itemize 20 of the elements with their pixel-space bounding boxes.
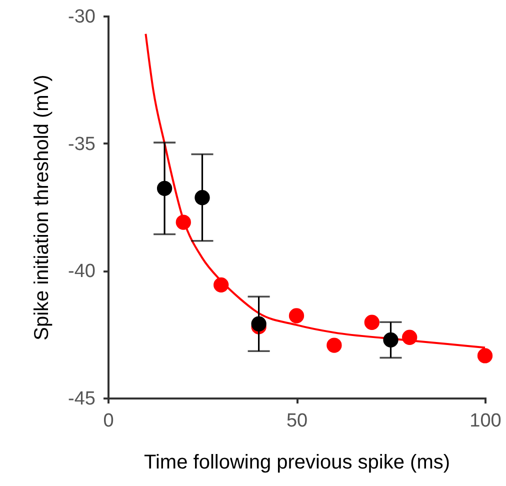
x-tick-label: 100 <box>470 410 502 432</box>
y-axis-title: Spike initiation threshold (mV) <box>31 74 54 340</box>
point <box>402 330 418 345</box>
point <box>156 180 172 196</box>
point <box>194 190 210 206</box>
point <box>364 314 380 330</box>
point <box>176 214 191 230</box>
y-tick-label: -40 <box>68 261 96 282</box>
point <box>251 316 266 332</box>
x-axis-title: Time following previous spike (ms) <box>144 452 450 474</box>
point <box>214 277 229 292</box>
point <box>383 332 398 348</box>
y-tick-label: -35 <box>68 134 96 155</box>
point <box>477 348 493 364</box>
x-tick-label: 0 <box>103 410 114 432</box>
x-tick-label: 50 <box>286 410 308 432</box>
point <box>326 338 342 353</box>
y-tick-label: -45 <box>68 388 96 410</box>
point <box>288 308 304 324</box>
y-tick-label: -30 <box>68 6 96 28</box>
